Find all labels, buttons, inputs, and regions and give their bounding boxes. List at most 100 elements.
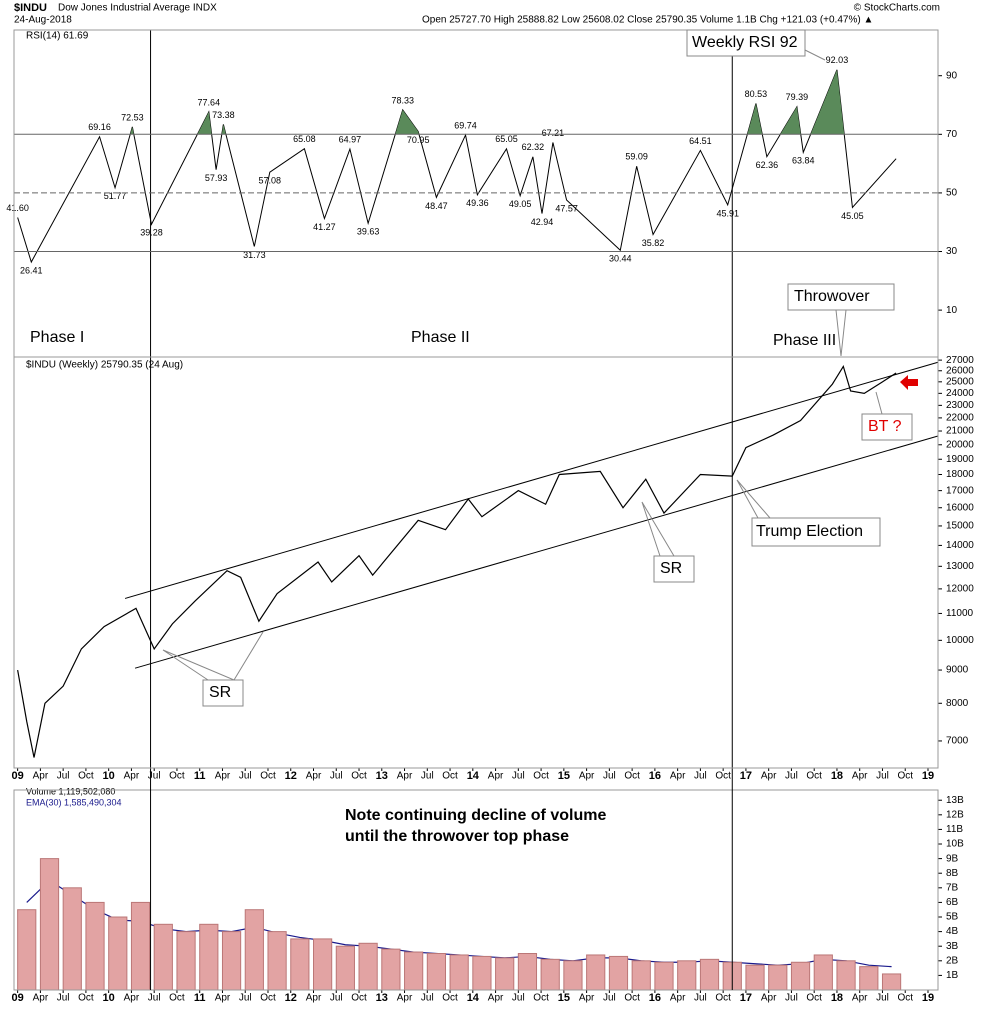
price-line [17,365,897,758]
legend: EMA(30) 1,585,490,304 [26,797,122,807]
x-tick-label: Apr [33,993,49,1004]
callout-box [202,679,244,707]
x-tick-label: 15 [558,992,570,1004]
x-tick-label: Apr [306,993,322,1004]
callout: Throwover [794,288,870,305]
note: until the throwover top phase [345,828,569,845]
volume-bar [586,954,606,991]
x-tick-label: 16 [649,770,661,782]
x-tick-label: Apr [124,993,140,1004]
data-label: 45.91 [716,208,739,218]
x-tick-label: Jul [512,771,525,782]
x-tick-label: Oct [897,771,913,782]
x-tick-label: Oct [806,993,822,1004]
y-tick-label: 12B [946,809,964,820]
volume-bar [677,960,697,991]
volume-bar [313,938,333,991]
data-label: 48.47 [425,201,448,211]
callout-box [787,283,895,311]
x-tick-label: Oct [351,993,367,1004]
phase-label: Phase II [411,329,470,346]
x-tick-label: Apr [579,771,595,782]
callout-box [751,517,881,547]
arrow [900,375,918,390]
y-tick-label: 17000 [946,485,974,496]
x-tick-label: 17 [740,992,752,1004]
volume-bar [654,961,674,991]
x-tick-label: Oct [442,771,458,782]
data-label: 65.05 [495,134,518,144]
y-tick-label: 70 [946,129,958,140]
date: 24-Aug-2018 [14,15,72,26]
y-tick-label: 27000 [946,355,974,366]
data-label: 78.33 [391,95,414,105]
y-tick-label: 30 [946,246,958,257]
x-tick-label: Oct [78,771,94,782]
note: Note continuing decline of volume [345,807,606,824]
y-tick-label: 22000 [946,413,974,424]
x-tick-label: Jul [239,771,252,782]
y-tick-label: 25000 [946,376,974,387]
x-tick-label: 13 [376,992,388,1004]
x-tick-label: 17 [740,770,752,782]
volume-bar [199,923,219,991]
callout-pointer [736,479,771,519]
callout: SR [660,560,682,577]
data-label: 41.60 [6,203,29,213]
data-label: 39.63 [357,227,380,237]
x-tick-label: Oct [715,771,731,782]
data-label: 35.82 [642,238,665,248]
data-label: 47.57 [555,203,578,213]
credit: © StockCharts.com [854,3,940,14]
volume-bar [381,948,401,991]
x-tick-label: Apr [306,771,322,782]
x-tick-label: Apr [852,993,868,1004]
y-tick-label: 90 [946,70,958,81]
x-tick-label: Jul [148,771,161,782]
volume-bar [495,957,515,991]
x-tick-label: Apr [215,993,231,1004]
x-tick-label: 10 [103,992,115,1004]
x-tick-label: 12 [285,770,297,782]
data-label: 64.51 [689,136,712,146]
y-tick-label: 23000 [946,400,974,411]
x-tick-label: Jul [876,771,889,782]
x-tick-label: 14 [467,992,480,1004]
y-tick-label: 10B [946,839,964,850]
volume-bar [472,955,492,991]
data-label: 39.28 [140,228,163,238]
x-tick-label: Oct [260,771,276,782]
x-tick-label: Jul [603,993,616,1004]
volume-bar [221,931,242,991]
volume-bar [768,964,788,991]
volume-bar [608,955,629,991]
legend: $INDU (Weekly) 25790.35 (24 Aug) [26,360,183,371]
x-tick-label: 19 [922,770,934,782]
data-label: 65.08 [293,134,316,144]
volume-bar [517,953,538,991]
callout: Weekly RSI 92 [692,34,798,51]
x-tick-label: Oct [624,993,640,1004]
volume-bar [290,938,310,991]
x-tick-label: Apr [33,771,49,782]
y-tick-label: 11B [946,824,963,835]
volume-bar [859,966,879,991]
data-label: 79.39 [786,92,809,102]
x-tick-label: 12 [285,992,297,1004]
x-tick-label: Oct [533,993,549,1004]
volume-bar [335,945,355,991]
data-label: 49.05 [509,199,532,209]
x-tick-label: Jul [330,771,343,782]
y-tick-label: 19000 [946,454,974,465]
x-tick-label: Jul [57,993,70,1004]
callout-pointer [804,49,826,61]
legend: RSI(14) 61.69 [26,31,89,42]
x-tick-label: Apr [579,993,595,1004]
y-tick-label: 7B [946,882,959,893]
data-label: 49.36 [466,198,489,208]
y-tick-label: 11000 [946,608,974,619]
x-tick-label: 11 [194,992,206,1004]
trendline [134,435,939,669]
x-tick-label: Apr [488,993,504,1004]
